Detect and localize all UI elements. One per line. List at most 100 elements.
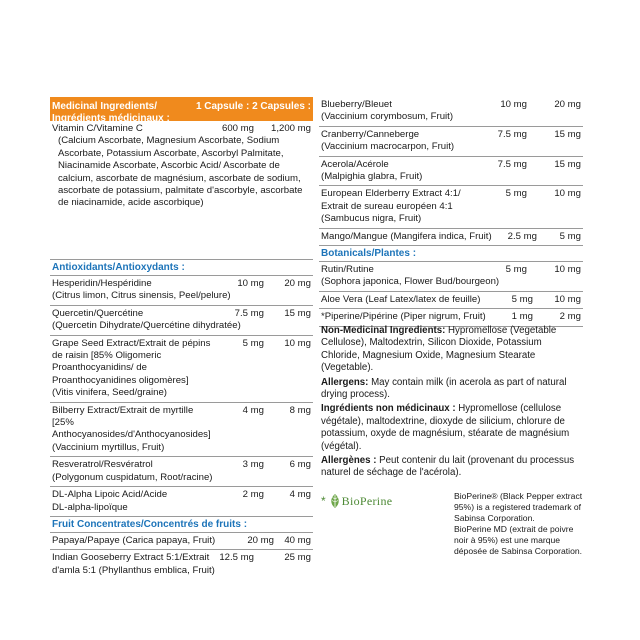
allergens: Allergens: May contain milk (in acerola … [321, 377, 583, 402]
section-botanicals: Botanicals/Plantes : [319, 246, 583, 263]
ingredient-row-blueberry: Blueberry/Bleuet 10 mg 20 mg (Vaccinium … [319, 97, 583, 127]
ingredient-name: Bilberry Extract/Extrait de myrtille [25… [52, 404, 211, 441]
dose-2-capsules: 20 mg [554, 99, 581, 110]
dose-1-capsule: 10 mg [237, 278, 264, 289]
allergens-label: Allergens: [321, 376, 369, 388]
bioperine-wordmark: BioPerine [341, 493, 393, 508]
dose-1-capsule: 10 mg [500, 99, 527, 110]
dose-1-capsule: 2 mg [242, 489, 264, 501]
ingredient-row-vitamin-c: Vitamin C/Vitamine C 600 mg 1,200 mg (Ca… [50, 121, 313, 260]
dose-2-capsules: 40 mg [284, 534, 311, 546]
allergens-text: May contain milk (in acerola as part of … [321, 376, 567, 401]
ingredient-row-grape-seed: Grape Seed Extract/Extrait de pépins de … [50, 336, 313, 403]
dose-2-capsules: 6 mg [289, 459, 311, 471]
dose-1-capsule: 1 mg [511, 311, 533, 323]
dose-1-capsule: 5 mg [242, 337, 264, 349]
ingredient-name: Acerola/Acérole [321, 158, 389, 170]
dose-1-capsule: 4 mg [242, 404, 264, 416]
ingredient-name: Indian Gooseberry Extract 5:1/Extrait d'… [52, 552, 215, 576]
ingredient-row-quercetin: Quercetin/Quercétine 7.5 mg 15 mg (Querc… [50, 306, 313, 336]
nmi-label: Non-Medicinal Ingredients: [321, 325, 446, 336]
ingredient-name: Quercetin/Quercétine [52, 307, 144, 319]
ingredient-row-amla: Indian Gooseberry Extract 5:1/Extrait d'… [50, 550, 313, 579]
ingredient-name: Vitamin C/Vitamine C [52, 123, 143, 134]
dose-1-capsule: 3 mg [242, 459, 264, 471]
ingredient-detail: (Calcium Ascorbate, Magnesium Ascorbate,… [58, 135, 303, 209]
dose-2-capsules: 15 mg [284, 307, 311, 319]
table-header: Medicinal Ingredients/ Ingrédients médic… [50, 97, 313, 124]
dose-2-capsules: 10 mg [554, 293, 581, 305]
dose-1-capsule: 20 mg [247, 534, 274, 546]
allergenes-label: Allergènes : [321, 455, 377, 467]
dose-2-capsules: 15 mg [554, 128, 581, 140]
inm-text: Hypromellose (cellulose végétale), malto… [321, 403, 570, 452]
leaf-icon [330, 494, 339, 508]
non-medicinal-ingredients: Non-Medicinal Ingredients: Hypromellose … [321, 325, 583, 375]
bioperine-notice: * BioPerine BioPerine® (Black Pepper ext… [321, 491, 583, 556]
dose-2-capsules: 1,200 mg [270, 123, 311, 134]
ingredient-row-bilberry: Bilberry Extract/Extrait de myrtille [25… [50, 403, 313, 458]
section-antioxidants: Antioxidants/Antioxydants : [50, 260, 313, 276]
medicinal-ingredients-table-left: Medicinal Ingredients/ Ingrédients médic… [50, 97, 313, 579]
dose-2-capsules: 2 mg [559, 311, 581, 323]
header-col1: 1 Capsule : [195, 101, 250, 112]
ingredient-detail: (Vaccinium macrocarpon, Fruit) [321, 141, 455, 153]
nmi-text: Hypromellose (Vegetable Cellulose), Malt… [321, 325, 557, 374]
ingredient-row-mango: Mango/Mangue (Mangifera indica, Fruit) 2… [319, 229, 583, 247]
ingredient-detail: (Malpighia glabra, Fruit) [321, 171, 423, 183]
dose-2-capsules: 25 mg [284, 552, 311, 564]
ingredient-detail: (Polygonum cuspidatum, Root/racine) [52, 471, 213, 483]
ingredient-name: Mango/Mangue (Mangifera indica, Fruit) [321, 230, 492, 242]
asterisk: * [321, 494, 326, 508]
header-title-en: Medicinal Ingredients/ [52, 101, 158, 112]
ingredient-name: Rutin/Rutine [321, 264, 374, 276]
ingredient-row-lipoic-acid: DL-Alpha Lipoic Acid/Acide DL-alpha-lipo… [50, 487, 313, 517]
header-col2: 2 Capsules : [252, 101, 311, 112]
ingredient-detail: (Vaccinium myrtillus, Fruit) [52, 441, 165, 453]
dose-1-capsule: 7.5 mg [234, 307, 264, 319]
dose-2-capsules: 10 mg [554, 264, 581, 276]
ingredient-row-hesperidin: Hesperidin/Hespéridine 10 mg 20 mg (Citr… [50, 276, 313, 306]
ingredient-row-resveratrol: Resveratrol/Resvératrol 3 mg 6 mg (Polyg… [50, 457, 313, 488]
ingredient-row-acerola: Acerola/Acérole 7.5 mg 15 mg (Malpighia … [319, 157, 583, 187]
bioperine-trademark-text: BioPerine® (Black Pepper extract 95%) is… [454, 491, 586, 557]
dose-2-capsules: 8 mg [289, 404, 311, 416]
dose-1-capsule: 7.5 mg [497, 158, 527, 170]
ingredient-row-elderberry: European Elderberry Extract 4:1/ Extrait… [319, 186, 583, 229]
ingredient-name: Grape Seed Extract/Extrait de pépins de … [52, 337, 211, 386]
dose-1-capsule: 5 mg [511, 293, 533, 305]
ingredient-row-papaya: Papaya/Papaye (Carica papaya, Fruit) 20 … [50, 533, 313, 551]
dose-2-capsules: 20 mg [284, 278, 311, 289]
header-title-fr: Ingrédients médicinaux : [52, 113, 170, 124]
ingredient-detail: (Vitis vinifera, Seed/graine) [52, 387, 168, 399]
ingredient-name: Aloe Vera (Leaf Latex/latex de feuille) [321, 293, 481, 305]
ingredient-name: Hesperidin/Hespéridine [52, 278, 152, 289]
dose-1-capsule: 5 mg [505, 188, 527, 200]
ingredient-detail: (Quercetin Dihydrate/Quercétine dihydrat… [52, 320, 241, 332]
ingredient-detail: (Citrus limon, Citrus sinensis, Peel/pel… [52, 290, 231, 302]
ingredient-row-rutin: Rutin/Rutine 5 mg 10 mg (Sophora japonic… [319, 262, 583, 292]
ingredients-non-medicinaux: Ingrédients non médicinaux : Hypromellos… [321, 403, 583, 453]
dose-2-capsules: 15 mg [554, 158, 581, 170]
dose-1-capsule: 5 mg [505, 264, 527, 276]
medicinal-ingredients-table-right: Blueberry/Bleuet 10 mg 20 mg (Vaccinium … [319, 97, 583, 327]
ingredient-notes: Non-Medicinal Ingredients: Hypromellose … [321, 325, 583, 482]
inm-label: Ingrédients non médicinaux : [321, 403, 456, 415]
dose-2-capsules: 10 mg [554, 188, 581, 200]
ingredient-name: DL-Alpha Lipoic Acid/Acide DL-alpha-lipo… [52, 489, 168, 513]
allergenes-text: Peut contenir du lait (provenant du proc… [321, 455, 575, 479]
ingredient-detail: (Sophora japonica, Flower Bud/bourgeon) [321, 276, 500, 288]
ingredient-detail: (Sambucus nigra, Fruit) [321, 213, 422, 225]
ingredient-row-piperine: *Piperine/Pipérine (Piper nigrum, Fruit)… [319, 309, 583, 327]
trademark-en: BioPerine® (Black Pepper extract 95%) is… [454, 491, 583, 523]
trademark-fr: BioPerine MD (extrait de poivre noir à 9… [454, 524, 583, 556]
dose-2-capsules: 5 mg [559, 230, 581, 242]
ingredient-name: Cranberry/Canneberge [321, 128, 420, 140]
dose-1-capsule: 12.5 mg [219, 552, 254, 564]
dose-1-capsule: 600 mg [222, 123, 254, 134]
ingredient-name: Resveratrol/Resvératrol [52, 459, 153, 471]
ingredient-name: Blueberry/Bleuet [321, 99, 392, 110]
ingredient-row-aloe-vera: Aloe Vera (Leaf Latex/latex de feuille) … [319, 292, 583, 310]
dose-2-capsules: 4 mg [289, 489, 311, 501]
ingredient-name: *Piperine/Pipérine (Piper nigrum, Fruit) [321, 311, 486, 323]
